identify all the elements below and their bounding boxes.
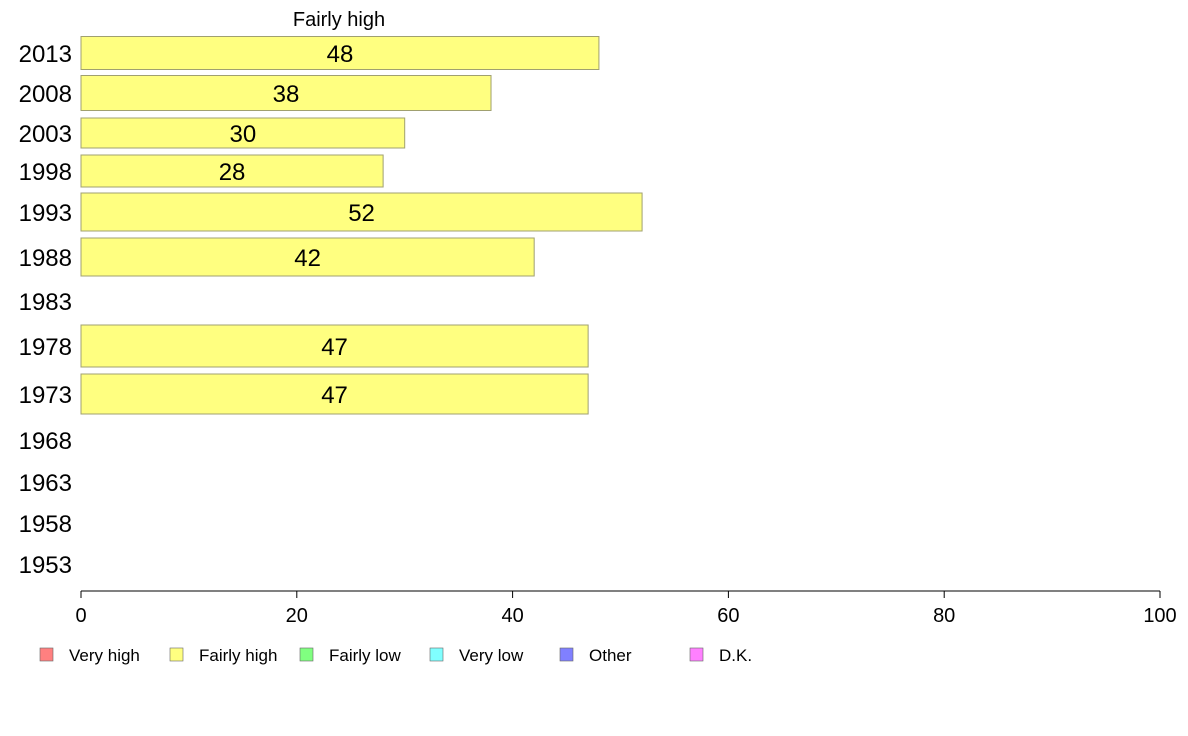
year-label-1988: 1988 [19,245,72,272]
x-tick-label-0: 0 [75,605,86,627]
x-tick-label-100: 100 [1143,605,1176,627]
year-label-1998: 1998 [19,159,72,186]
year-label-1963: 1963 [19,470,72,497]
year-label-2003: 2003 [19,121,72,148]
bar-2003 [80,117,406,149]
legend-swatch-d-k- [689,647,704,662]
legend-label-fairly-low: Fairly low [329,646,402,665]
legend-label-fairly-high: Fairly high [199,646,277,665]
bar-1973 [80,373,589,415]
bar-2008 [80,75,492,111]
year-label-1993: 1993 [19,200,72,227]
legend-label-d-k-: D.K. [719,646,752,665]
year-label-2013: 2013 [19,41,72,68]
year-label-2008: 2008 [19,81,72,108]
bar-value-label-1993: 52 [348,200,375,227]
bar-value-label-1988: 42 [294,245,321,272]
legend-swatch-very-low [429,647,444,662]
bar-1998 [80,154,384,188]
legend-label-very-high: Very high [69,646,140,665]
legend-swatch-other [559,647,574,662]
legend-swatch-fairly-low [299,647,314,662]
x-tick-label-20: 20 [286,605,308,627]
legend-label-other: Other [589,646,632,665]
bar-value-label-2013: 48 [327,41,354,68]
legend-label-very-low: Very low [459,646,524,665]
legend-swatch-very-high [39,647,54,662]
year-label-1983: 1983 [19,289,72,316]
year-labels: 2013 2008 2003 1998 1993 1988 1983 1978 1973 1968… [19,41,72,579]
year-label-1978: 1978 [19,334,72,361]
year-label-1953: 1953 [19,552,72,579]
x-tick-label-60: 60 [717,605,739,627]
bar-1988 [80,237,535,277]
bar-value-label-1998: 28 [219,159,246,186]
bars: 48 38 30 28 52 42 47 47 [80,36,643,415]
legend-swatch-fairly-high [169,647,184,662]
bar-value-label-2003: 30 [229,121,256,148]
bar-1978 [80,324,589,368]
bar-1993 [80,192,643,232]
bar-value-label-1973: 47 [321,382,348,409]
year-label-1973: 1973 [19,382,72,409]
year-label-1968: 1968 [19,428,72,455]
bar-2013 [80,36,600,70]
year-label-1958: 1958 [19,511,72,538]
bar-value-label-2008: 38 [273,81,300,108]
x-axis: 0 20 40 60 80 100 [75,590,1177,627]
x-tick-label-80: 80 [933,605,955,627]
x-tick-label-40: 40 [501,605,523,627]
legend: Very high Fairly high Fairly low Very low Ot… [39,646,752,665]
chart-title: Fairly high [293,9,385,31]
bar-value-label-1978: 47 [321,334,348,361]
